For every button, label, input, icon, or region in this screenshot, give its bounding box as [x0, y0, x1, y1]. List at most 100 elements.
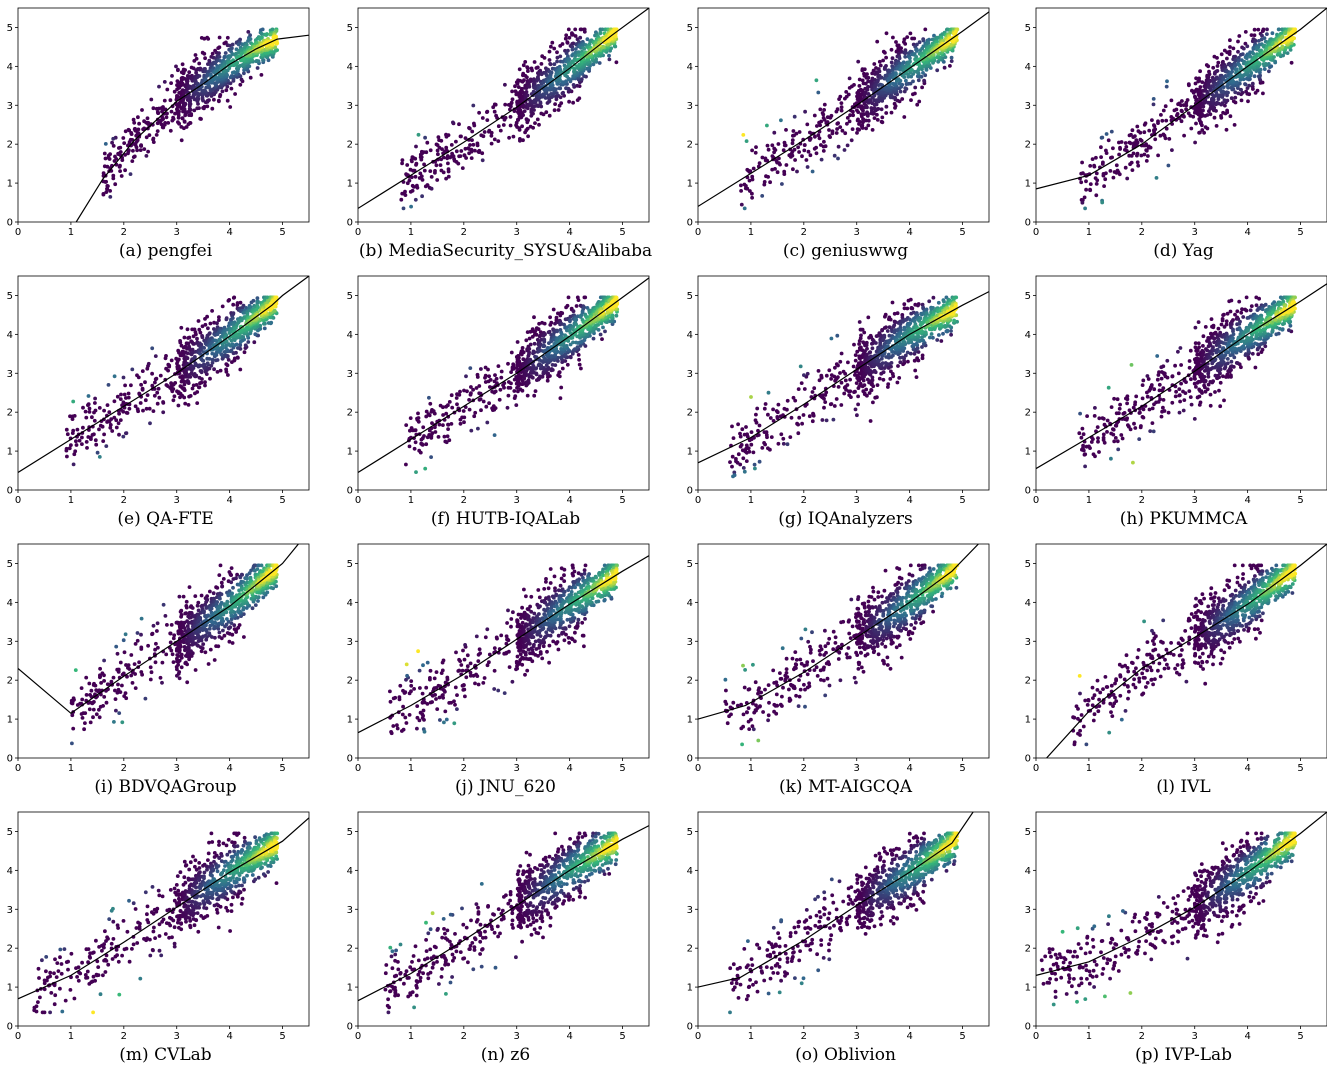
- data-point: [165, 87, 170, 92]
- data-point: [817, 120, 821, 125]
- data-point: [441, 413, 445, 417]
- data-point: [83, 409, 88, 414]
- data-point: [469, 391, 473, 396]
- data-point: [1261, 62, 1266, 66]
- data-point: [494, 376, 499, 381]
- data-point: [1154, 176, 1159, 180]
- x-tick-label: 1: [68, 227, 74, 238]
- data-point: [463, 146, 468, 151]
- data-point: [119, 392, 123, 397]
- data-point: [816, 90, 821, 95]
- data-point: [550, 40, 555, 45]
- data-point: [1261, 91, 1265, 96]
- data-point: [1246, 99, 1250, 104]
- data-point: [897, 56, 902, 61]
- data-point: [775, 170, 780, 175]
- data-point: [474, 386, 479, 390]
- data-point: [103, 142, 108, 146]
- data-point: [106, 155, 111, 160]
- data-point: [1083, 206, 1087, 211]
- x-tick-label: 0: [15, 495, 21, 506]
- data-point: [1224, 90, 1229, 95]
- data-point: [921, 38, 926, 43]
- data-point: [855, 108, 859, 113]
- data-point: [1153, 137, 1158, 142]
- data-point: [169, 109, 174, 114]
- data-point: [1200, 80, 1205, 84]
- data-point: [86, 394, 91, 398]
- data-point: [80, 435, 84, 440]
- data-point: [1201, 108, 1205, 113]
- data-point: [202, 362, 207, 367]
- data-point: [491, 105, 496, 110]
- data-point: [539, 104, 544, 109]
- x-tick-label: 0: [15, 227, 21, 238]
- data-point: [536, 77, 541, 81]
- data-point: [784, 163, 789, 167]
- data-point: [117, 411, 121, 416]
- data-point: [145, 116, 150, 121]
- data-point: [469, 385, 473, 389]
- data-point: [521, 138, 525, 143]
- data-point: [566, 295, 571, 300]
- data-point: [142, 119, 147, 124]
- data-point: [748, 189, 752, 193]
- data-point: [560, 311, 565, 316]
- data-point: [102, 432, 106, 437]
- data-point: [467, 126, 472, 131]
- data-point: [1218, 93, 1223, 97]
- data-point: [162, 98, 167, 103]
- data-point: [905, 35, 910, 39]
- data-point: [1236, 58, 1241, 63]
- data-point: [548, 323, 553, 327]
- data-point: [449, 143, 454, 147]
- data-point: [878, 63, 883, 68]
- data-point: [1212, 71, 1217, 76]
- data-point: [574, 304, 579, 308]
- data-point: [134, 133, 139, 138]
- x-tick-label: 4: [566, 227, 572, 238]
- data-point: [523, 130, 527, 135]
- data-point: [517, 67, 522, 72]
- data-point: [1249, 33, 1254, 37]
- data-point: [478, 397, 483, 401]
- y-tick-label: 0: [7, 218, 13, 229]
- fit-line: [358, 8, 649, 209]
- data-point: [744, 139, 749, 144]
- data-point: [489, 130, 494, 135]
- x-tick-label: 0: [695, 227, 701, 238]
- data-point: [236, 320, 241, 325]
- data-point: [446, 167, 451, 172]
- data-point: [570, 45, 575, 49]
- data-point: [493, 373, 497, 377]
- data-point: [416, 419, 421, 424]
- data-point: [175, 361, 179, 366]
- data-point: [169, 358, 174, 363]
- data-point: [238, 367, 243, 372]
- data-point: [70, 431, 75, 435]
- y-tick-label: 1: [7, 179, 13, 190]
- data-point: [845, 121, 849, 126]
- data-point: [259, 32, 264, 36]
- data-point: [162, 80, 167, 84]
- data-point: [516, 78, 520, 83]
- data-point: [436, 135, 441, 140]
- data-point: [455, 402, 459, 407]
- data-point: [1247, 83, 1252, 88]
- data-point: [464, 156, 468, 160]
- data-point: [1216, 60, 1221, 65]
- data-point: [557, 374, 562, 379]
- data-point: [152, 393, 157, 398]
- data-point: [1123, 148, 1127, 152]
- data-point: [422, 168, 427, 173]
- data-point: [140, 387, 145, 392]
- data-point: [552, 62, 557, 67]
- data-point: [131, 117, 136, 122]
- data-point: [762, 182, 767, 187]
- data-point: [1117, 152, 1121, 157]
- data-point: [168, 98, 173, 103]
- scatter-panel: 0 1 2 3 4 5 0 1 2 3 4 5 (e) QA-FTE: [0, 268, 331, 536]
- data-point: [182, 382, 187, 387]
- data-point: [1185, 98, 1190, 102]
- data-point: [791, 167, 795, 172]
